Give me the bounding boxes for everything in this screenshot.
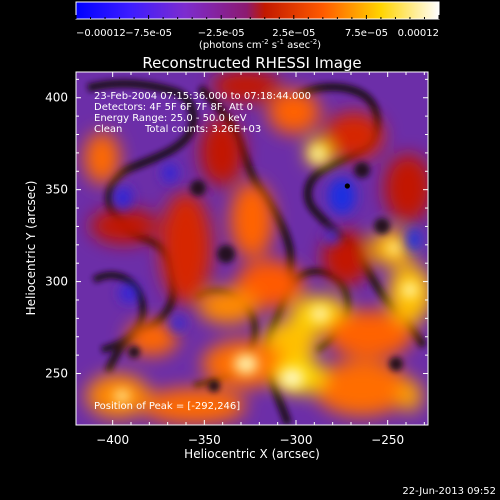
negative-region [328, 178, 356, 214]
negative-region [170, 316, 186, 332]
hot-core [387, 242, 401, 254]
dark-lane [92, 271, 147, 354]
colorbar-tick-label: −2.5e-05 [198, 28, 245, 39]
colorbar-tick-label: 2.5e−05 [272, 28, 315, 39]
plot-frame [75, 71, 429, 426]
dark-spot [374, 218, 390, 234]
hot-core [234, 354, 258, 374]
bright-region [398, 380, 422, 412]
colorbar-tick-label: 7.5e−05 [345, 28, 388, 39]
y-tick-label: 250 [45, 367, 68, 381]
dark-lane [295, 83, 428, 349]
colorbar-units-close: ) [317, 40, 321, 51]
bright-region [384, 154, 428, 222]
colorbar-units-tail: asec [284, 40, 310, 51]
bright-region [84, 132, 120, 184]
negative-region [406, 228, 422, 252]
heatmap-hot-cores [114, 146, 418, 402]
colorbar-tick-label: −0.00012 [76, 28, 126, 39]
peak-marker [344, 183, 350, 189]
bright-region [142, 388, 246, 424]
colorbar-units-sup1: -2 [262, 38, 269, 46]
x-tick-label: −350 [188, 433, 221, 447]
y-tick-label: 400 [45, 91, 68, 105]
x-axis-tick-labels: −400 −350 −300 −250 [96, 433, 404, 447]
colorbar-ticks [75, 15, 440, 19]
bright-region [198, 288, 258, 324]
plot-area: −400 −350 −300 −250 250 300 350 400 23-Feb-200… [45, 71, 429, 447]
footer-timestamp: 22-Jun-2013 09:52 [402, 486, 496, 497]
heatmap-image [76, 72, 428, 425]
bright-region [236, 260, 304, 308]
bright-region [160, 192, 212, 304]
bright-region [324, 112, 384, 160]
annotation-block: 23-Feb-2004 07:15:36.000 to 07:18:44.000… [94, 91, 311, 135]
dark-spot [217, 245, 235, 263]
colorbar: −0.00012 −7.5e-05 −2.5e-05 2.5e−05 7.5e−05 0.… [75, 1, 440, 51]
colorbar-units-mid: s [269, 40, 277, 51]
bright-region [326, 310, 414, 358]
y-tick-label: 300 [45, 275, 68, 289]
dark-spot [190, 180, 206, 196]
y-tick-label: 350 [45, 183, 68, 197]
x-tick-label: −400 [96, 433, 129, 447]
hot-core [402, 282, 418, 298]
colorbar-units-sup2: -1 [277, 38, 284, 46]
colorbar-gradient [75, 1, 440, 20]
bright-region [200, 118, 244, 186]
x-tick-label: −300 [280, 433, 313, 447]
bright-region [212, 72, 280, 102]
y-axis-tick-labels: 250 300 350 400 [45, 91, 68, 381]
colorbar-tick-label: −7.5e-05 [125, 28, 172, 39]
hot-core [114, 390, 130, 402]
heatmap-dark-spots [128, 162, 403, 392]
y-axis-label: Heliocentric Y (arcsec) [24, 181, 38, 316]
annotation-line-3: Energy Range: 25.0 - 50.0 keV [94, 113, 247, 124]
bright-region [322, 230, 370, 286]
bright-region [90, 208, 158, 244]
hot-core [280, 368, 304, 388]
negative-region [119, 283, 139, 303]
negative-region [162, 163, 178, 183]
colorbar-units-sup3: -2 [310, 38, 317, 46]
bright-region [126, 320, 178, 356]
annotation-line-4b: Total counts: 3.26E+03 [144, 124, 261, 135]
hot-core [310, 146, 326, 162]
peak-position-label: Position of Peak = [-292,246] [94, 401, 240, 412]
colorbar-units: (photons cm-2 s-1 asec-2) [199, 38, 321, 51]
dark-spot [389, 357, 403, 371]
y-axis-ticks [76, 78, 428, 375]
dark-spot [128, 346, 140, 358]
dark-spot [354, 162, 370, 178]
annotation-line-1: 23-Feb-2004 07:15:36.000 to 07:18:44.000 [94, 91, 311, 102]
negative-region [324, 228, 340, 244]
colorbar-labels: −0.00012 −7.5e-05 −2.5e-05 2.5e−05 7.5e−05 0.… [76, 28, 439, 39]
annotation-line-4a: Clean [94, 124, 122, 135]
x-axis-ticks [112, 72, 425, 425]
x-axis-label: Heliocentric X (arcsec) [184, 447, 320, 461]
annotation-line-2: Detectors: 4F 5F 6F 7F 8F, Att 0 [94, 102, 253, 113]
x-tick-label: −250 [371, 433, 404, 447]
negative-region [113, 186, 133, 210]
bright-region [268, 90, 320, 134]
chart-title: Reconstructed RHESSI Image [142, 54, 361, 72]
bright-region [314, 360, 410, 416]
colorbar-tick-label: 0.00012 [398, 28, 439, 39]
colorbar-units-open: (photons cm [199, 40, 262, 51]
bright-region [230, 182, 274, 258]
dark-spot [208, 380, 220, 392]
hot-core [310, 306, 330, 322]
